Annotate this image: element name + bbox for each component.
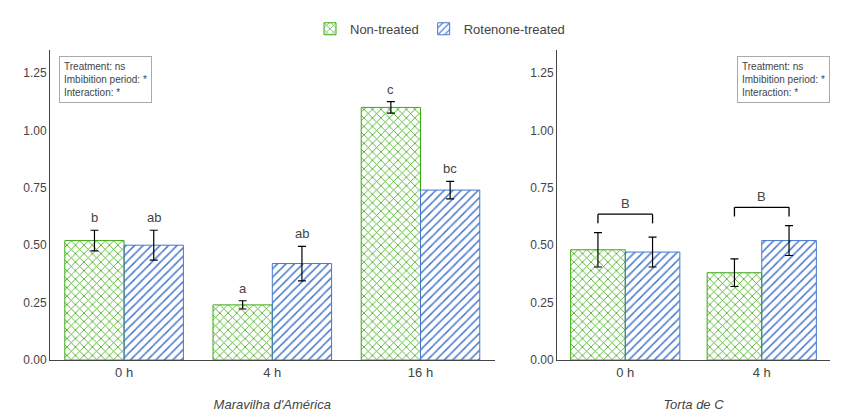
svg-text:0.75: 0.75 — [23, 181, 47, 195]
svg-text:ab: ab — [295, 226, 309, 241]
svg-text:B: B — [621, 196, 630, 211]
svg-text:1.00: 1.00 — [23, 124, 47, 138]
svg-text:ab: ab — [147, 210, 161, 225]
svg-text:1.25: 1.25 — [23, 66, 47, 80]
svg-text:b: b — [91, 210, 98, 225]
svg-text:1.00: 1.00 — [530, 124, 554, 138]
svg-text:Torta de C: Torta de C — [663, 397, 724, 412]
svg-text:0.00: 0.00 — [530, 353, 554, 367]
svg-text:Rotenone-treated: Rotenone-treated — [464, 22, 565, 37]
svg-text:4 h: 4 h — [753, 365, 771, 380]
svg-text:0 h: 0 h — [115, 365, 133, 380]
svg-text:0 h: 0 h — [616, 365, 634, 380]
svg-text:Maravilha d'América: Maravilha d'América — [214, 397, 331, 412]
svg-text:c: c — [387, 82, 394, 97]
svg-text:0.50: 0.50 — [23, 238, 47, 252]
svg-text:16 h: 16 h — [408, 365, 433, 380]
svg-text:a: a — [239, 281, 247, 296]
svg-text:0.25: 0.25 — [23, 296, 47, 310]
svg-text:0.00: 0.00 — [23, 353, 47, 367]
svg-text:Non-treated: Non-treated — [350, 22, 419, 37]
svg-text:4 h: 4 h — [263, 365, 281, 380]
svg-text:Treatment: nsImbibition period: Treatment: nsImbibition period: *Interac… — [64, 61, 147, 98]
svg-text:1.25: 1.25 — [530, 66, 554, 80]
svg-text:0.50: 0.50 — [530, 238, 554, 252]
svg-text:B: B — [757, 189, 766, 204]
svg-text:bc: bc — [443, 161, 457, 176]
svg-text:0.25: 0.25 — [530, 296, 554, 310]
svg-text:Treatment: nsImbibition period: Treatment: nsImbibition period: *Interac… — [742, 61, 825, 98]
svg-text:0.75: 0.75 — [530, 181, 554, 195]
